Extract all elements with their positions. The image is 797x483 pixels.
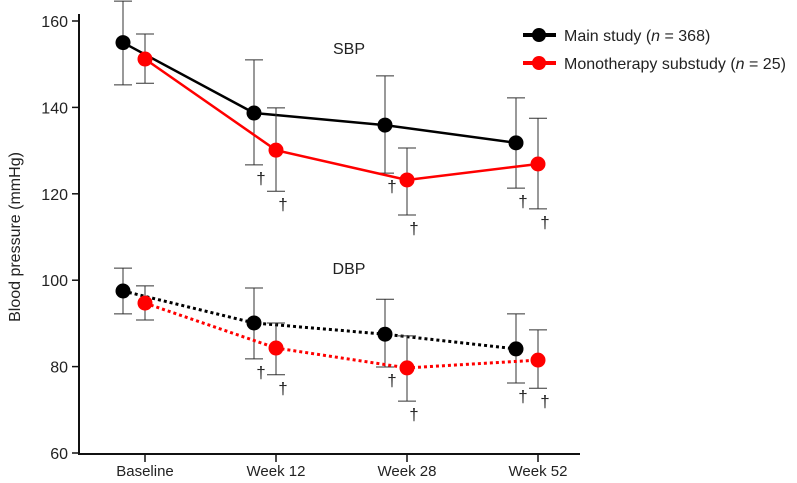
series-line [144,301,539,370]
data-point [137,51,153,67]
significance-dagger: † [387,177,396,196]
y-tick-label: 60 [50,446,68,463]
legend-text: Monotherapy substudy ( [564,56,736,73]
significance-dagger: † [256,169,265,188]
series-line [122,41,517,145]
data-point [508,341,524,357]
y-tick-label: 80 [50,360,68,377]
significance-dagger: † [409,219,418,238]
y-tick-label: 100 [41,273,68,290]
data-point [268,142,284,158]
data-point [530,352,546,368]
data-point [399,360,415,376]
legend-marker [532,28,546,42]
legend: Main study (n = 368)Monotherapy substudy… [523,28,786,73]
series-line [122,289,517,351]
legend-text: Main study ( [564,28,652,45]
legend-label: Monotherapy substudy (n = 25) [564,56,786,73]
data-point [508,135,524,151]
series-main-dbp: † † † [114,267,528,406]
series-mono-dbp: † † † [136,285,550,424]
legend-text: = 25) [745,56,786,73]
y-tick-label: 140 [41,100,68,117]
data-point [377,326,393,342]
data-point [115,283,131,299]
x-tick-label: Week 28 [378,463,437,478]
legend-label: Main study (n = 368) [564,28,710,45]
data-point [530,156,546,172]
data-point [268,340,284,356]
y-axis-label: Blood pressure (mmHg) [7,152,24,322]
panel-label-sbp: SBP [333,41,365,58]
significance-dagger: † [518,387,527,406]
significance-dagger: † [256,363,265,382]
legend-marker [532,56,546,70]
y-tick-label: 160 [41,14,68,31]
panel-label-dbp: DBP [333,261,366,278]
data-point [246,315,262,331]
significance-dagger: † [278,195,287,214]
y-tick-label: 120 [41,187,68,204]
significance-dagger: † [409,405,418,424]
x-tick-label: Baseline [116,463,174,478]
data-point [377,117,393,133]
data-point [399,172,415,188]
series-mono-sbp: † † † [136,33,550,238]
significance-dagger: † [540,213,549,232]
legend-text: = 368) [660,28,710,45]
data-point [246,105,262,121]
x-tick-label: Week 52 [509,463,568,478]
significance-dagger: † [540,392,549,411]
significance-dagger: † [518,192,527,211]
data-point [115,35,131,51]
legend-n: n [651,28,660,45]
significance-dagger: † [387,371,396,390]
significance-dagger: † [278,379,287,398]
legend-n: n [736,56,745,73]
series-main-sbp: † † † [114,0,528,211]
data-point [137,295,153,311]
series-line [144,57,539,182]
x-tick-label: Week 12 [247,463,306,478]
